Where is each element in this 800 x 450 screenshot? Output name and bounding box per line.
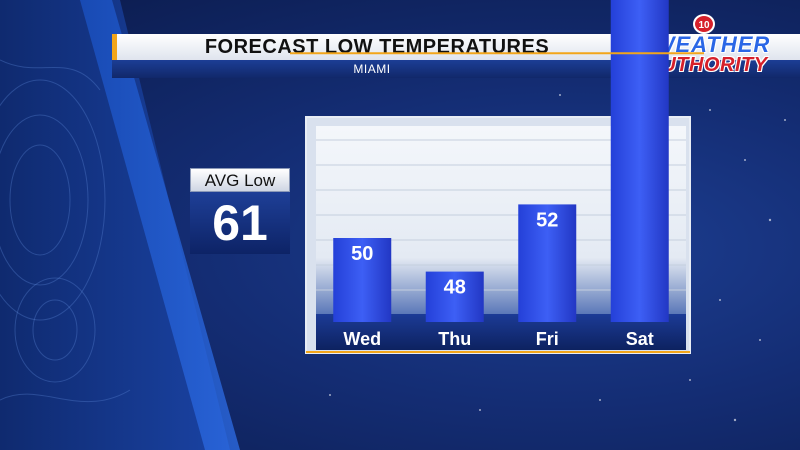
category-label: Sat [626,329,654,349]
bar-fri [518,204,577,322]
average-value: 61 [212,195,268,251]
bar-thu [425,271,484,322]
category-label: Fri [536,329,559,349]
average-label-box: AVG Low [190,168,290,192]
category-label: Thu [438,329,471,349]
average-label: AVG Low [204,171,276,190]
channel-badge: 10 [693,14,715,34]
bar-value-label: 52 [536,209,558,231]
bar-value-label: 50 [351,243,373,265]
logo-text-authority: AUTHORITY [646,54,768,76]
category-label: Wed [343,329,381,349]
chart-subtitle: MIAMI [353,62,391,76]
weather-authority-logo: 10 WEATHER AUTHORITY [622,14,792,78]
average-value-box: 61 [190,192,290,254]
bar-value-label: 48 [444,277,466,299]
bar-sat [610,0,669,322]
bar-wed [333,238,392,322]
